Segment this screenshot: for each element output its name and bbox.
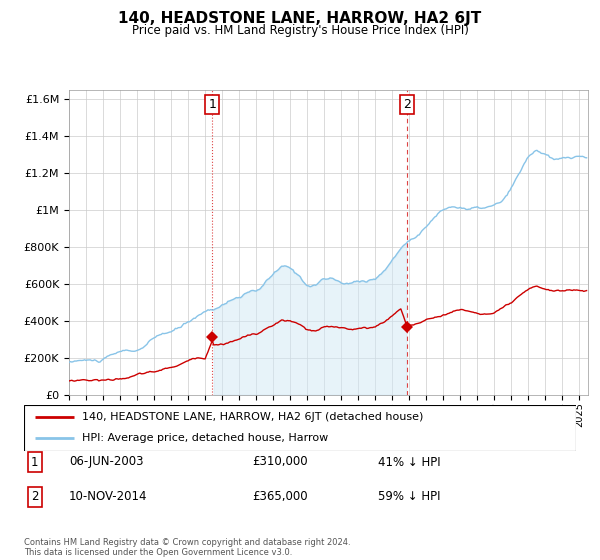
Text: 1: 1 <box>208 98 216 111</box>
Text: 06-JUN-2003: 06-JUN-2003 <box>69 455 143 469</box>
Text: 2: 2 <box>403 98 411 111</box>
Text: 1: 1 <box>31 455 38 469</box>
Text: Contains HM Land Registry data © Crown copyright and database right 2024.
This d: Contains HM Land Registry data © Crown c… <box>24 538 350 557</box>
Text: 41% ↓ HPI: 41% ↓ HPI <box>378 455 440 469</box>
Text: HPI: Average price, detached house, Harrow: HPI: Average price, detached house, Harr… <box>82 433 328 444</box>
Text: £365,000: £365,000 <box>252 490 308 503</box>
Text: Price paid vs. HM Land Registry's House Price Index (HPI): Price paid vs. HM Land Registry's House … <box>131 24 469 36</box>
Text: 59% ↓ HPI: 59% ↓ HPI <box>378 490 440 503</box>
Text: £310,000: £310,000 <box>252 455 308 469</box>
Text: 2: 2 <box>31 490 38 503</box>
Text: 140, HEADSTONE LANE, HARROW, HA2 6JT (detached house): 140, HEADSTONE LANE, HARROW, HA2 6JT (de… <box>82 412 424 422</box>
Text: 140, HEADSTONE LANE, HARROW, HA2 6JT: 140, HEADSTONE LANE, HARROW, HA2 6JT <box>118 11 482 26</box>
Text: 10-NOV-2014: 10-NOV-2014 <box>69 490 148 503</box>
